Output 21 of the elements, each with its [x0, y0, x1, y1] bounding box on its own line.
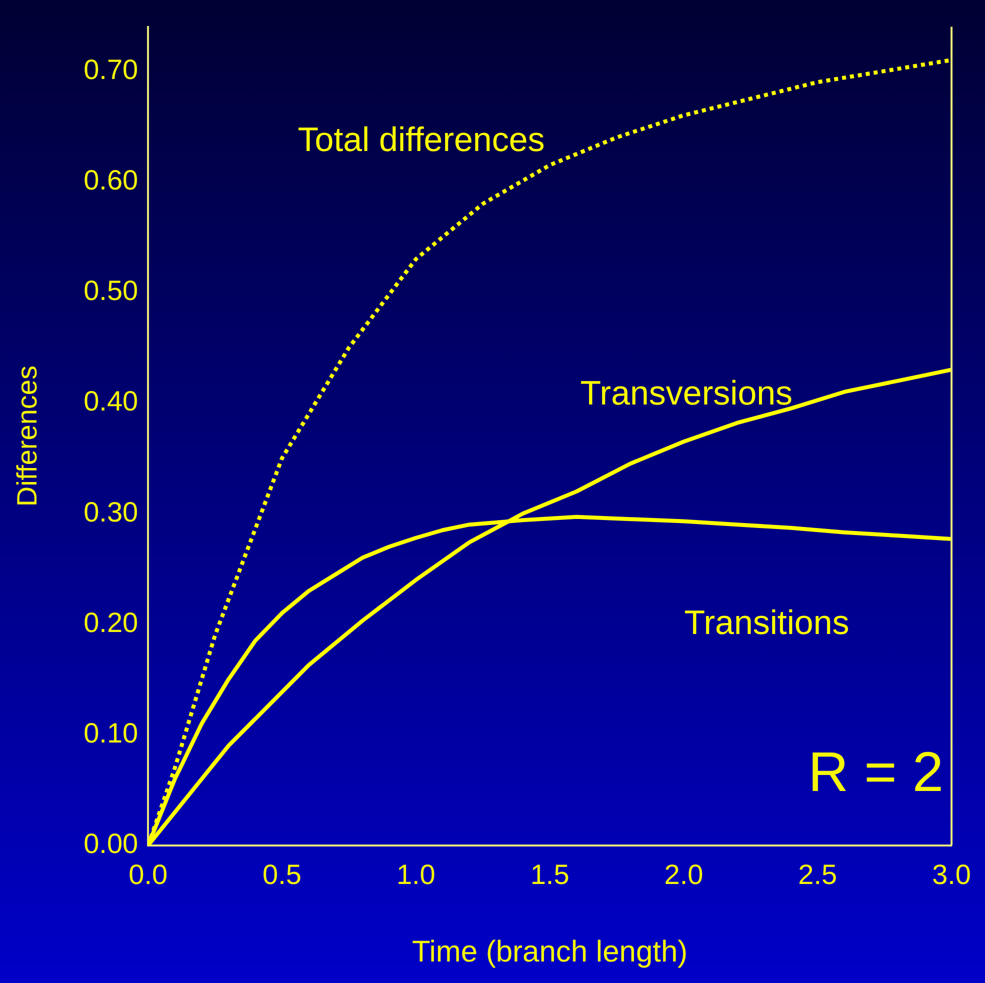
x-tick-label: 3.0: [932, 858, 972, 890]
y-tick-label: 0.20: [84, 606, 138, 638]
y-tick-label: 0.30: [84, 496, 138, 528]
x-tick-label: 1.5: [530, 858, 570, 890]
x-tick-label: 2.0: [664, 858, 704, 890]
y-tick-label: 0.50: [84, 275, 138, 306]
x-tick-label: 2.5: [798, 858, 838, 890]
annotation: R = 2: [808, 740, 944, 803]
x-axis-title: Time (branch length): [412, 935, 688, 968]
x-tick-label: 0.5: [262, 858, 302, 890]
y-tick-label: 0.40: [84, 386, 138, 417]
y-tick-label: 0.00: [84, 828, 138, 860]
text: Transitions: [684, 604, 850, 642]
y-axis-title: Differences: [12, 366, 43, 507]
y-tick-label: 0.60: [84, 164, 138, 196]
x-tick-label: 0.0: [128, 858, 168, 890]
y-tick-label: 0.70: [84, 54, 138, 85]
series-label: Transversions: [580, 374, 793, 413]
series-label: Total differences: [298, 120, 545, 159]
y-tick-label: 0.10: [84, 717, 138, 748]
x-tick-label: 1.0: [396, 858, 436, 890]
